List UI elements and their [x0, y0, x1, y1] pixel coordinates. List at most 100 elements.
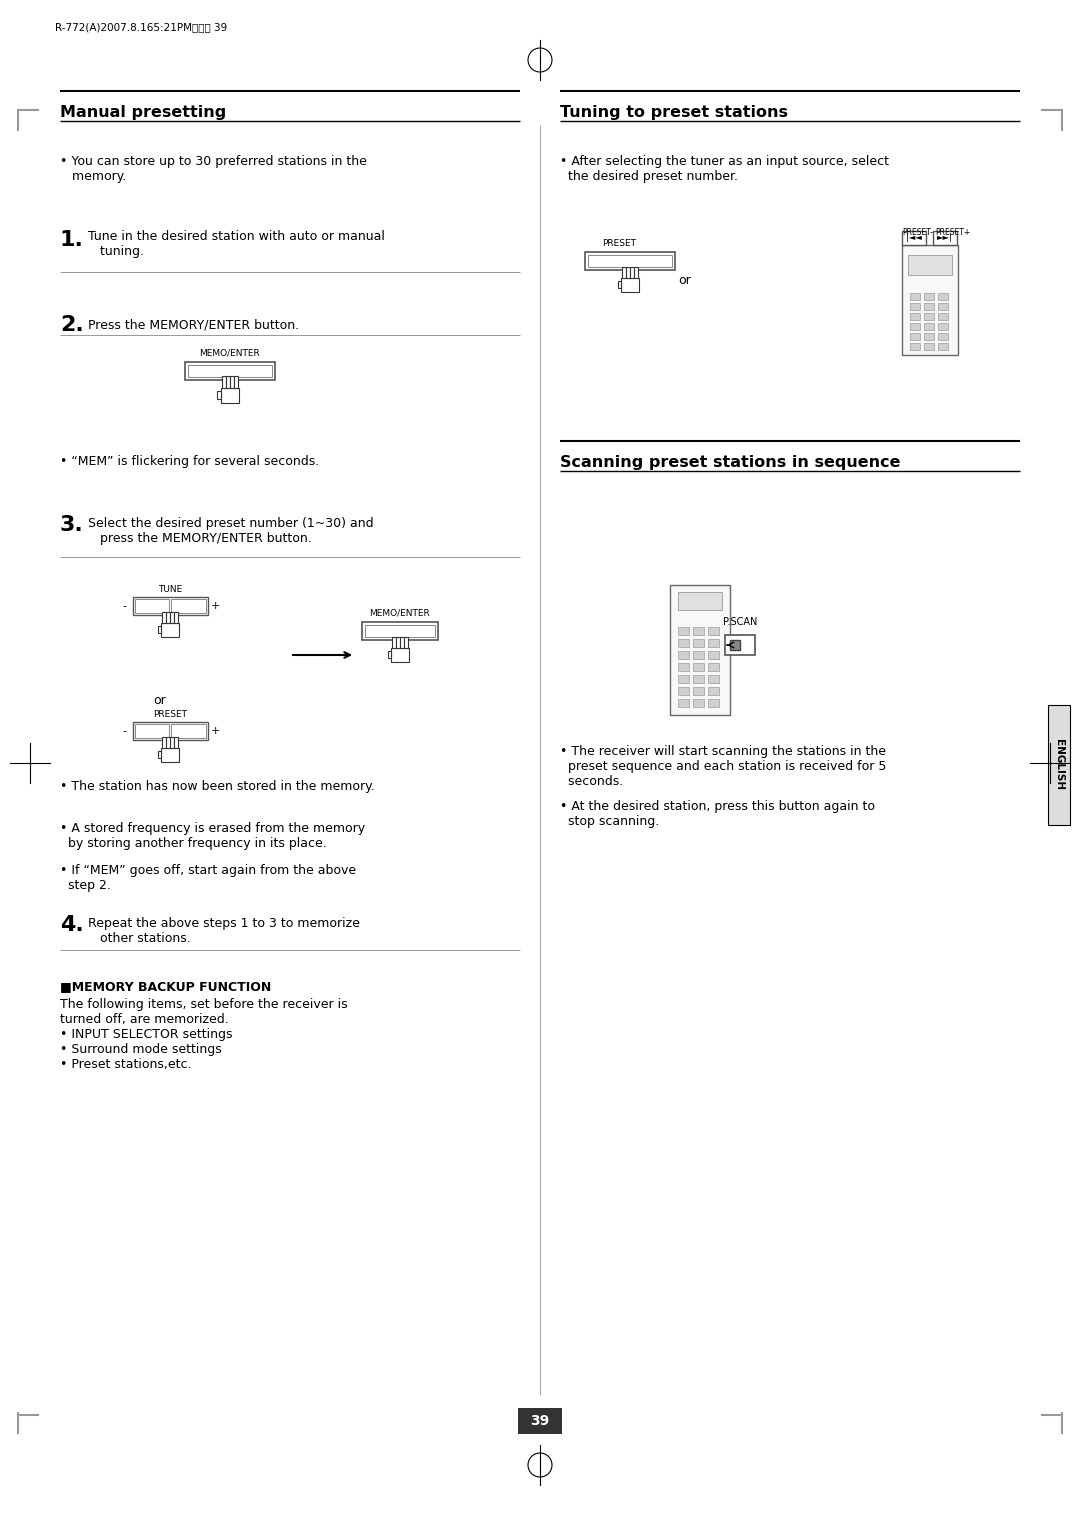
- Text: Tuning to preset stations: Tuning to preset stations: [561, 105, 788, 120]
- Bar: [939, 332, 948, 340]
- Bar: [634, 267, 637, 278]
- Text: • A stored frequency is erased from the memory
  by storing another frequency in: • A stored frequency is erased from the …: [60, 822, 365, 849]
- Text: Tune in the desired station with auto or manual
   tuning.: Tune in the desired station with auto or…: [87, 230, 384, 258]
- Bar: [910, 313, 920, 320]
- Bar: [693, 627, 704, 634]
- Bar: [678, 592, 723, 610]
- Bar: [222, 377, 226, 387]
- Text: Scanning preset stations in sequence: Scanning preset stations in sequence: [561, 454, 901, 470]
- Bar: [630, 267, 634, 278]
- Text: • The receiver will start scanning the stations in the
  preset sequence and eac: • The receiver will start scanning the s…: [561, 746, 887, 788]
- Bar: [588, 255, 672, 267]
- Bar: [678, 676, 689, 683]
- Text: PRESET: PRESET: [153, 711, 187, 718]
- Bar: [910, 343, 920, 351]
- Bar: [678, 686, 689, 695]
- Bar: [170, 737, 174, 747]
- Text: 39: 39: [530, 1414, 550, 1427]
- Text: Repeat the above steps 1 to 3 to memorize
   other stations.: Repeat the above steps 1 to 3 to memoriz…: [87, 917, 360, 946]
- Bar: [217, 390, 221, 400]
- Bar: [708, 676, 719, 683]
- Text: • “MEM” is flickering for several seconds.: • “MEM” is flickering for several second…: [60, 454, 320, 468]
- Bar: [924, 293, 934, 300]
- Bar: [678, 651, 689, 659]
- Bar: [230, 377, 234, 387]
- Bar: [939, 323, 948, 329]
- Bar: [678, 698, 689, 708]
- Bar: [924, 313, 934, 320]
- Bar: [170, 612, 174, 624]
- Text: or: or: [678, 273, 691, 287]
- Bar: [902, 230, 926, 246]
- Text: TUNE: TUNE: [158, 586, 183, 595]
- Bar: [226, 377, 230, 387]
- Bar: [730, 640, 740, 650]
- Bar: [365, 625, 435, 637]
- Bar: [725, 634, 755, 656]
- Bar: [708, 651, 719, 659]
- Bar: [678, 639, 689, 647]
- Bar: [678, 627, 689, 634]
- Text: P.SCAN: P.SCAN: [723, 618, 757, 627]
- Text: or: or: [153, 694, 166, 706]
- Bar: [908, 255, 951, 274]
- Text: MEMO/ENTER: MEMO/ENTER: [369, 608, 430, 618]
- Bar: [910, 293, 920, 300]
- Bar: [708, 639, 719, 647]
- Bar: [939, 313, 948, 320]
- Text: +: +: [211, 726, 220, 737]
- Text: 2.: 2.: [60, 316, 84, 336]
- Bar: [708, 698, 719, 708]
- Text: Select the desired preset number (1~30) and
   press the MEMORY/ENTER button.: Select the desired preset number (1~30) …: [87, 517, 374, 544]
- Bar: [708, 627, 719, 634]
- Text: ENGLISH: ENGLISH: [1054, 740, 1064, 790]
- Bar: [939, 293, 948, 300]
- Bar: [693, 698, 704, 708]
- Bar: [626, 267, 630, 278]
- Bar: [162, 737, 166, 747]
- Text: 1.: 1.: [60, 230, 84, 250]
- Text: • After selecting the tuner as an input source, select
  the desired preset numb: • After selecting the tuner as an input …: [561, 156, 889, 183]
- Bar: [158, 625, 161, 633]
- Bar: [188, 364, 272, 377]
- Bar: [933, 230, 957, 246]
- Bar: [391, 648, 408, 662]
- Bar: [693, 676, 704, 683]
- Text: The following items, set before the receiver is
turned off, are memorized.
• INP: The following items, set before the rece…: [60, 997, 348, 1071]
- Bar: [161, 747, 178, 762]
- Bar: [174, 737, 177, 747]
- Text: PRESET+: PRESET+: [935, 229, 970, 236]
- Text: |◄◄: |◄◄: [906, 233, 922, 242]
- Bar: [910, 303, 920, 310]
- Text: 4.: 4.: [60, 915, 84, 935]
- Bar: [670, 586, 730, 715]
- Bar: [910, 323, 920, 329]
- Bar: [924, 303, 934, 310]
- Bar: [693, 663, 704, 671]
- Text: -: -: [122, 726, 126, 737]
- Text: • If “MEM” goes off, start again from the above
  step 2.: • If “MEM” goes off, start again from th…: [60, 865, 356, 892]
- Bar: [708, 686, 719, 695]
- Bar: [234, 377, 238, 387]
- Bar: [185, 361, 275, 380]
- Bar: [693, 686, 704, 695]
- Text: • At the desired station, press this button again to
  stop scanning.: • At the desired station, press this but…: [561, 801, 875, 828]
- Bar: [518, 1408, 562, 1434]
- Bar: [133, 721, 207, 740]
- Bar: [618, 281, 621, 288]
- Bar: [910, 332, 920, 340]
- Bar: [708, 663, 719, 671]
- Bar: [135, 599, 168, 613]
- Bar: [166, 612, 170, 624]
- Text: PRESET-: PRESET-: [902, 229, 933, 236]
- Text: • The station has now been stored in the memory.: • The station has now been stored in the…: [60, 779, 375, 793]
- Bar: [400, 636, 404, 648]
- Bar: [174, 612, 177, 624]
- Text: +: +: [211, 601, 220, 612]
- Text: 3.: 3.: [60, 515, 84, 535]
- Bar: [939, 343, 948, 351]
- Bar: [693, 639, 704, 647]
- Bar: [166, 737, 170, 747]
- Bar: [621, 278, 638, 293]
- Text: ►►|: ►►|: [937, 233, 953, 242]
